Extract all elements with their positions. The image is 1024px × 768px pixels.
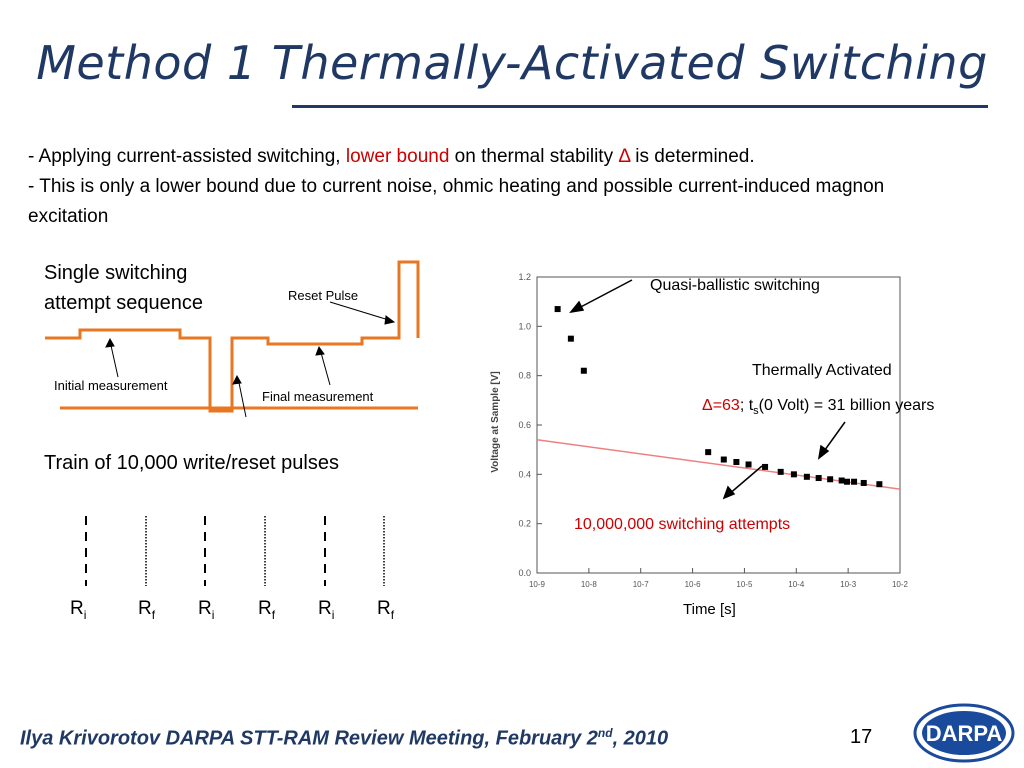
y-tick-label: 0.2 xyxy=(518,519,531,529)
bullet-1-middle: on thermal stability xyxy=(449,146,619,167)
bullet-1-highlight: lower bound xyxy=(345,146,450,167)
x-tick-label: 10-2 xyxy=(892,580,909,589)
darpa-logo: DARPA xyxy=(913,703,1015,763)
reset-pulse-label: Reset Pulse xyxy=(288,288,359,303)
annotation-delta: Δ=63; ts(0 Volt) = 31 billion years xyxy=(702,397,935,418)
y-axis-label: Voltage at Sample [V] xyxy=(490,371,501,473)
r-label-6: Rf xyxy=(377,598,395,622)
slide-title: Method 1 Thermally-Activated Switching xyxy=(36,36,988,90)
data-point xyxy=(720,456,727,463)
data-point xyxy=(762,463,769,470)
data-point xyxy=(733,459,740,465)
data-point xyxy=(790,471,797,478)
final-measurement-label: Final measurement xyxy=(262,389,374,404)
data-point xyxy=(567,335,574,342)
y-tick-label: 0.8 xyxy=(518,371,531,381)
data-point xyxy=(876,481,883,488)
bullet-1-prefix: - Applying current-assisted switching, xyxy=(28,146,346,167)
pulse-train-diagram xyxy=(85,516,385,586)
data-point xyxy=(580,367,587,374)
data-point xyxy=(554,306,561,313)
bullet-1-suffix: is determined. xyxy=(630,146,755,167)
r-label-3: Ri xyxy=(198,598,215,622)
y-tick-label: 0.6 xyxy=(518,420,531,430)
y-tick-label: 0.0 xyxy=(518,568,531,578)
sequence-label: Single switching attempt sequence xyxy=(44,262,203,314)
page-number: 17 xyxy=(850,726,873,748)
pulse-waveform xyxy=(45,260,420,413)
data-point xyxy=(827,476,834,483)
title-underline xyxy=(292,105,988,108)
x-tick-label: 10-3 xyxy=(840,580,857,589)
y-tick-label: 1.0 xyxy=(518,321,531,331)
r-label-5: Ri xyxy=(318,598,335,622)
data-point xyxy=(843,478,850,485)
y-tick-label: 0.4 xyxy=(518,469,531,479)
data-point xyxy=(815,475,822,482)
data-point xyxy=(777,468,784,475)
x-tick-label: 10-9 xyxy=(529,580,546,589)
data-point xyxy=(860,479,867,486)
bullet-1: - Applying current-assisted switching, l… xyxy=(28,142,988,172)
x-tick-label: 10-5 xyxy=(736,580,753,589)
voltage-time-chart: 0.0 0.2 0.4 0.6 0.8 1.0 1.2 10-9 10-8 10-7 10-6 10-… xyxy=(490,272,909,589)
x-tick-label: 10-6 xyxy=(685,580,702,589)
x-tick-label: 10-4 xyxy=(788,580,805,589)
x-tick-label: 10-8 xyxy=(581,580,598,589)
annotation-arrows xyxy=(569,279,846,500)
annotation-thermal: Thermally Activated xyxy=(752,362,892,379)
annotation-ballistic: Quasi-ballistic switching xyxy=(650,277,820,294)
pulse-sequence-diagram xyxy=(45,260,420,418)
y-tick-label: 1.2 xyxy=(518,272,531,282)
r-label-2: Rf xyxy=(138,598,156,622)
x-tick-label: 10-7 xyxy=(633,580,650,589)
data-point xyxy=(838,477,845,484)
footer-text: Ilya Krivorotov DARPA STT-RAM Review Mee… xyxy=(20,726,669,750)
train-label: Train of 10,000 write/reset pulses xyxy=(44,452,339,474)
r-label-4: Rf xyxy=(258,598,276,622)
x-axis-label: Time [s] xyxy=(683,601,736,618)
data-point xyxy=(745,461,752,468)
darpa-logo-text: DARPA xyxy=(926,721,1003,746)
data-point xyxy=(705,449,712,456)
initial-measurement-label: Initial measurement xyxy=(54,378,168,393)
data-point xyxy=(851,478,858,485)
bullet-2: - This is only a lower bound due to curr… xyxy=(28,176,885,227)
data-point xyxy=(803,473,810,480)
delta-symbol: Δ xyxy=(618,146,631,167)
annotation-attempts: 10,000,000 switching attempts xyxy=(574,516,791,533)
r-label-1: Ri xyxy=(70,598,87,622)
